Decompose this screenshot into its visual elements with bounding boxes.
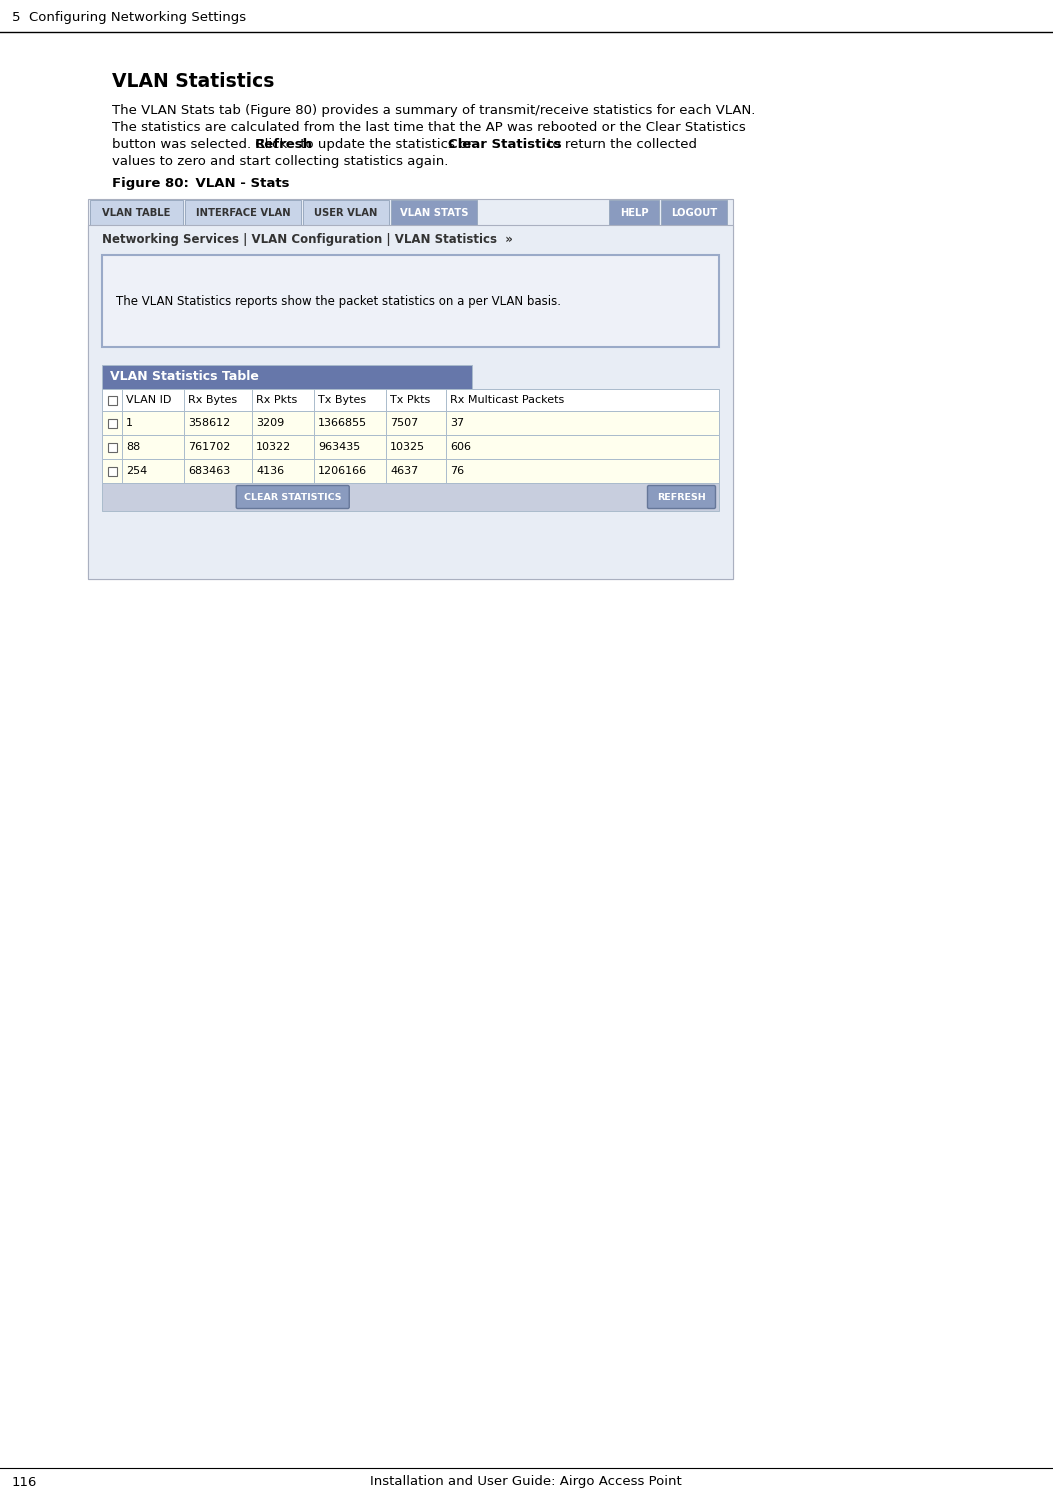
FancyBboxPatch shape — [102, 366, 472, 389]
Text: Tx Pkts: Tx Pkts — [390, 395, 431, 404]
Text: USER VLAN: USER VLAN — [314, 207, 378, 218]
Text: 10325: 10325 — [390, 442, 425, 452]
FancyBboxPatch shape — [102, 255, 719, 348]
Text: 3209: 3209 — [256, 418, 284, 428]
Text: Installation and User Guide: Airgo Access Point: Installation and User Guide: Airgo Acces… — [370, 1476, 682, 1489]
Text: 606: 606 — [450, 442, 471, 452]
Text: 1206166: 1206166 — [318, 466, 367, 476]
FancyBboxPatch shape — [90, 200, 183, 225]
FancyBboxPatch shape — [102, 389, 719, 410]
Text: 1366855: 1366855 — [318, 418, 367, 428]
Text: INTERFACE VLAN: INTERFACE VLAN — [196, 207, 291, 218]
Text: Figure 80:: Figure 80: — [112, 178, 188, 189]
FancyBboxPatch shape — [107, 418, 117, 428]
FancyBboxPatch shape — [185, 200, 301, 225]
FancyBboxPatch shape — [102, 460, 719, 483]
Text: Rx Bytes: Rx Bytes — [188, 395, 237, 404]
Text: VLAN TABLE: VLAN TABLE — [102, 207, 171, 218]
Text: 7507: 7507 — [390, 418, 418, 428]
FancyBboxPatch shape — [303, 200, 389, 225]
FancyBboxPatch shape — [102, 410, 719, 436]
Text: 37: 37 — [450, 418, 464, 428]
Text: HELP: HELP — [619, 207, 649, 218]
Text: 4637: 4637 — [390, 466, 418, 476]
Text: Tx Bytes: Tx Bytes — [318, 395, 366, 404]
Text: 761702: 761702 — [188, 442, 231, 452]
Text: 10322: 10322 — [256, 442, 292, 452]
Text: VLAN - Stats: VLAN - Stats — [177, 178, 290, 189]
Text: LOGOUT: LOGOUT — [671, 207, 717, 218]
Text: to update the statistics or: to update the statistics or — [296, 137, 477, 151]
Text: to return the collected: to return the collected — [542, 137, 697, 151]
Text: 4136: 4136 — [256, 466, 284, 476]
Text: 683463: 683463 — [188, 466, 231, 476]
Text: 254: 254 — [126, 466, 147, 476]
FancyBboxPatch shape — [609, 200, 659, 225]
FancyBboxPatch shape — [88, 198, 733, 579]
FancyBboxPatch shape — [648, 485, 715, 509]
Text: CLEAR STATISTICS: CLEAR STATISTICS — [244, 492, 341, 501]
Text: 358612: 358612 — [188, 418, 231, 428]
Text: Refresh: Refresh — [255, 137, 313, 151]
FancyBboxPatch shape — [107, 395, 117, 404]
Text: REFRESH: REFRESH — [657, 492, 706, 501]
FancyBboxPatch shape — [102, 483, 719, 510]
Text: VLAN STATS: VLAN STATS — [400, 207, 469, 218]
Text: 116: 116 — [12, 1476, 37, 1489]
Text: 88: 88 — [126, 442, 140, 452]
FancyBboxPatch shape — [236, 485, 350, 509]
Text: The VLAN Statistics reports show the packet statistics on a per VLAN basis.: The VLAN Statistics reports show the pac… — [116, 294, 561, 307]
Text: Rx Multicast Packets: Rx Multicast Packets — [450, 395, 564, 404]
Text: VLAN Statistics: VLAN Statistics — [112, 72, 275, 91]
Text: 1: 1 — [126, 418, 133, 428]
Text: Networking Services | VLAN Configuration | VLAN Statistics  »: Networking Services | VLAN Configuration… — [102, 233, 513, 246]
Text: The statistics are calculated from the last time that the AP was rebooted or the: The statistics are calculated from the l… — [112, 121, 746, 134]
Text: 76: 76 — [450, 466, 464, 476]
Text: button was selected. Click: button was selected. Click — [112, 137, 292, 151]
Text: values to zero and start collecting statistics again.: values to zero and start collecting stat… — [112, 155, 449, 169]
Text: 963435: 963435 — [318, 442, 360, 452]
FancyBboxPatch shape — [107, 443, 117, 452]
Text: The VLAN Stats tab (Figure 80) provides a summary of transmit/receive statistics: The VLAN Stats tab (Figure 80) provides … — [112, 104, 755, 116]
FancyBboxPatch shape — [661, 200, 727, 225]
FancyBboxPatch shape — [88, 225, 733, 579]
FancyBboxPatch shape — [391, 200, 477, 225]
Text: Clear Statistics: Clear Statistics — [449, 137, 562, 151]
Text: VLAN ID: VLAN ID — [126, 395, 172, 404]
Text: 5  Configuring Networking Settings: 5 Configuring Networking Settings — [12, 12, 246, 24]
FancyBboxPatch shape — [107, 467, 117, 476]
FancyBboxPatch shape — [102, 436, 719, 460]
Text: Rx Pkts: Rx Pkts — [256, 395, 297, 404]
Text: VLAN Statistics Table: VLAN Statistics Table — [110, 370, 259, 383]
